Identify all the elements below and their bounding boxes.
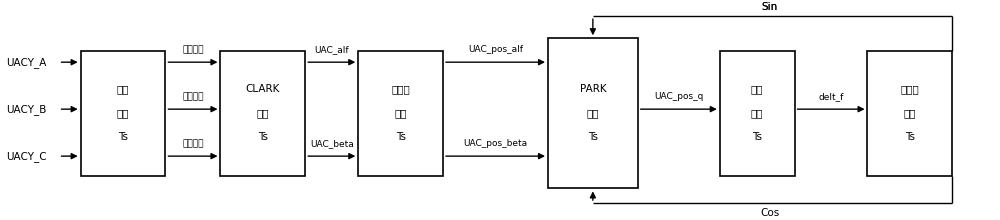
Bar [548,38,638,189]
Text: Ts: Ts [396,132,406,142]
Text: UAC_beta: UAC_beta [310,139,354,148]
Text: Sin: Sin [762,2,778,12]
Text: delt_f: delt_f [818,92,844,101]
Text: UAC_pos_beta: UAC_pos_beta [463,139,528,148]
Text: 变换: 变换 [257,108,269,118]
Text: PARK: PARK [580,84,606,94]
Text: 环节: 环节 [751,108,763,118]
Text: 采样: 采样 [117,84,129,94]
Bar [720,51,795,176]
Text: UACY_B: UACY_B [6,104,46,115]
Text: Ts: Ts [588,132,598,142]
Text: Cos: Cos [760,208,779,218]
Text: Ts: Ts [118,132,128,142]
Bar [81,51,165,176]
Text: 鉴相: 鉴相 [751,84,763,94]
Bar [220,51,305,176]
Text: 正负序: 正负序 [391,84,410,94]
Text: 函数: 函数 [904,108,916,118]
Text: Ts: Ts [258,132,268,142]
Bar [358,51,443,176]
Text: 离散信号: 离散信号 [182,139,204,148]
Text: UACY_A: UACY_A [6,57,46,68]
Text: UAC_pos_alf: UAC_pos_alf [468,45,523,54]
Text: 环节: 环节 [117,108,129,118]
Text: UACY_C: UACY_C [6,151,46,161]
Text: 变换: 变换 [587,108,599,118]
Text: 离散信号: 离散信号 [182,45,204,54]
Text: UAC_alf: UAC_alf [314,45,349,54]
Text: Sin: Sin [762,2,778,12]
Text: CLARK: CLARK [246,84,280,94]
Bar [867,51,952,176]
Text: 分离: 分离 [394,108,407,118]
Text: 离散信号: 离散信号 [182,92,204,101]
Text: Ts: Ts [752,132,762,142]
Text: Ts: Ts [905,132,915,142]
Text: UAC_pos_q: UAC_pos_q [654,92,703,101]
Text: 正余弦: 正余弦 [901,84,919,94]
